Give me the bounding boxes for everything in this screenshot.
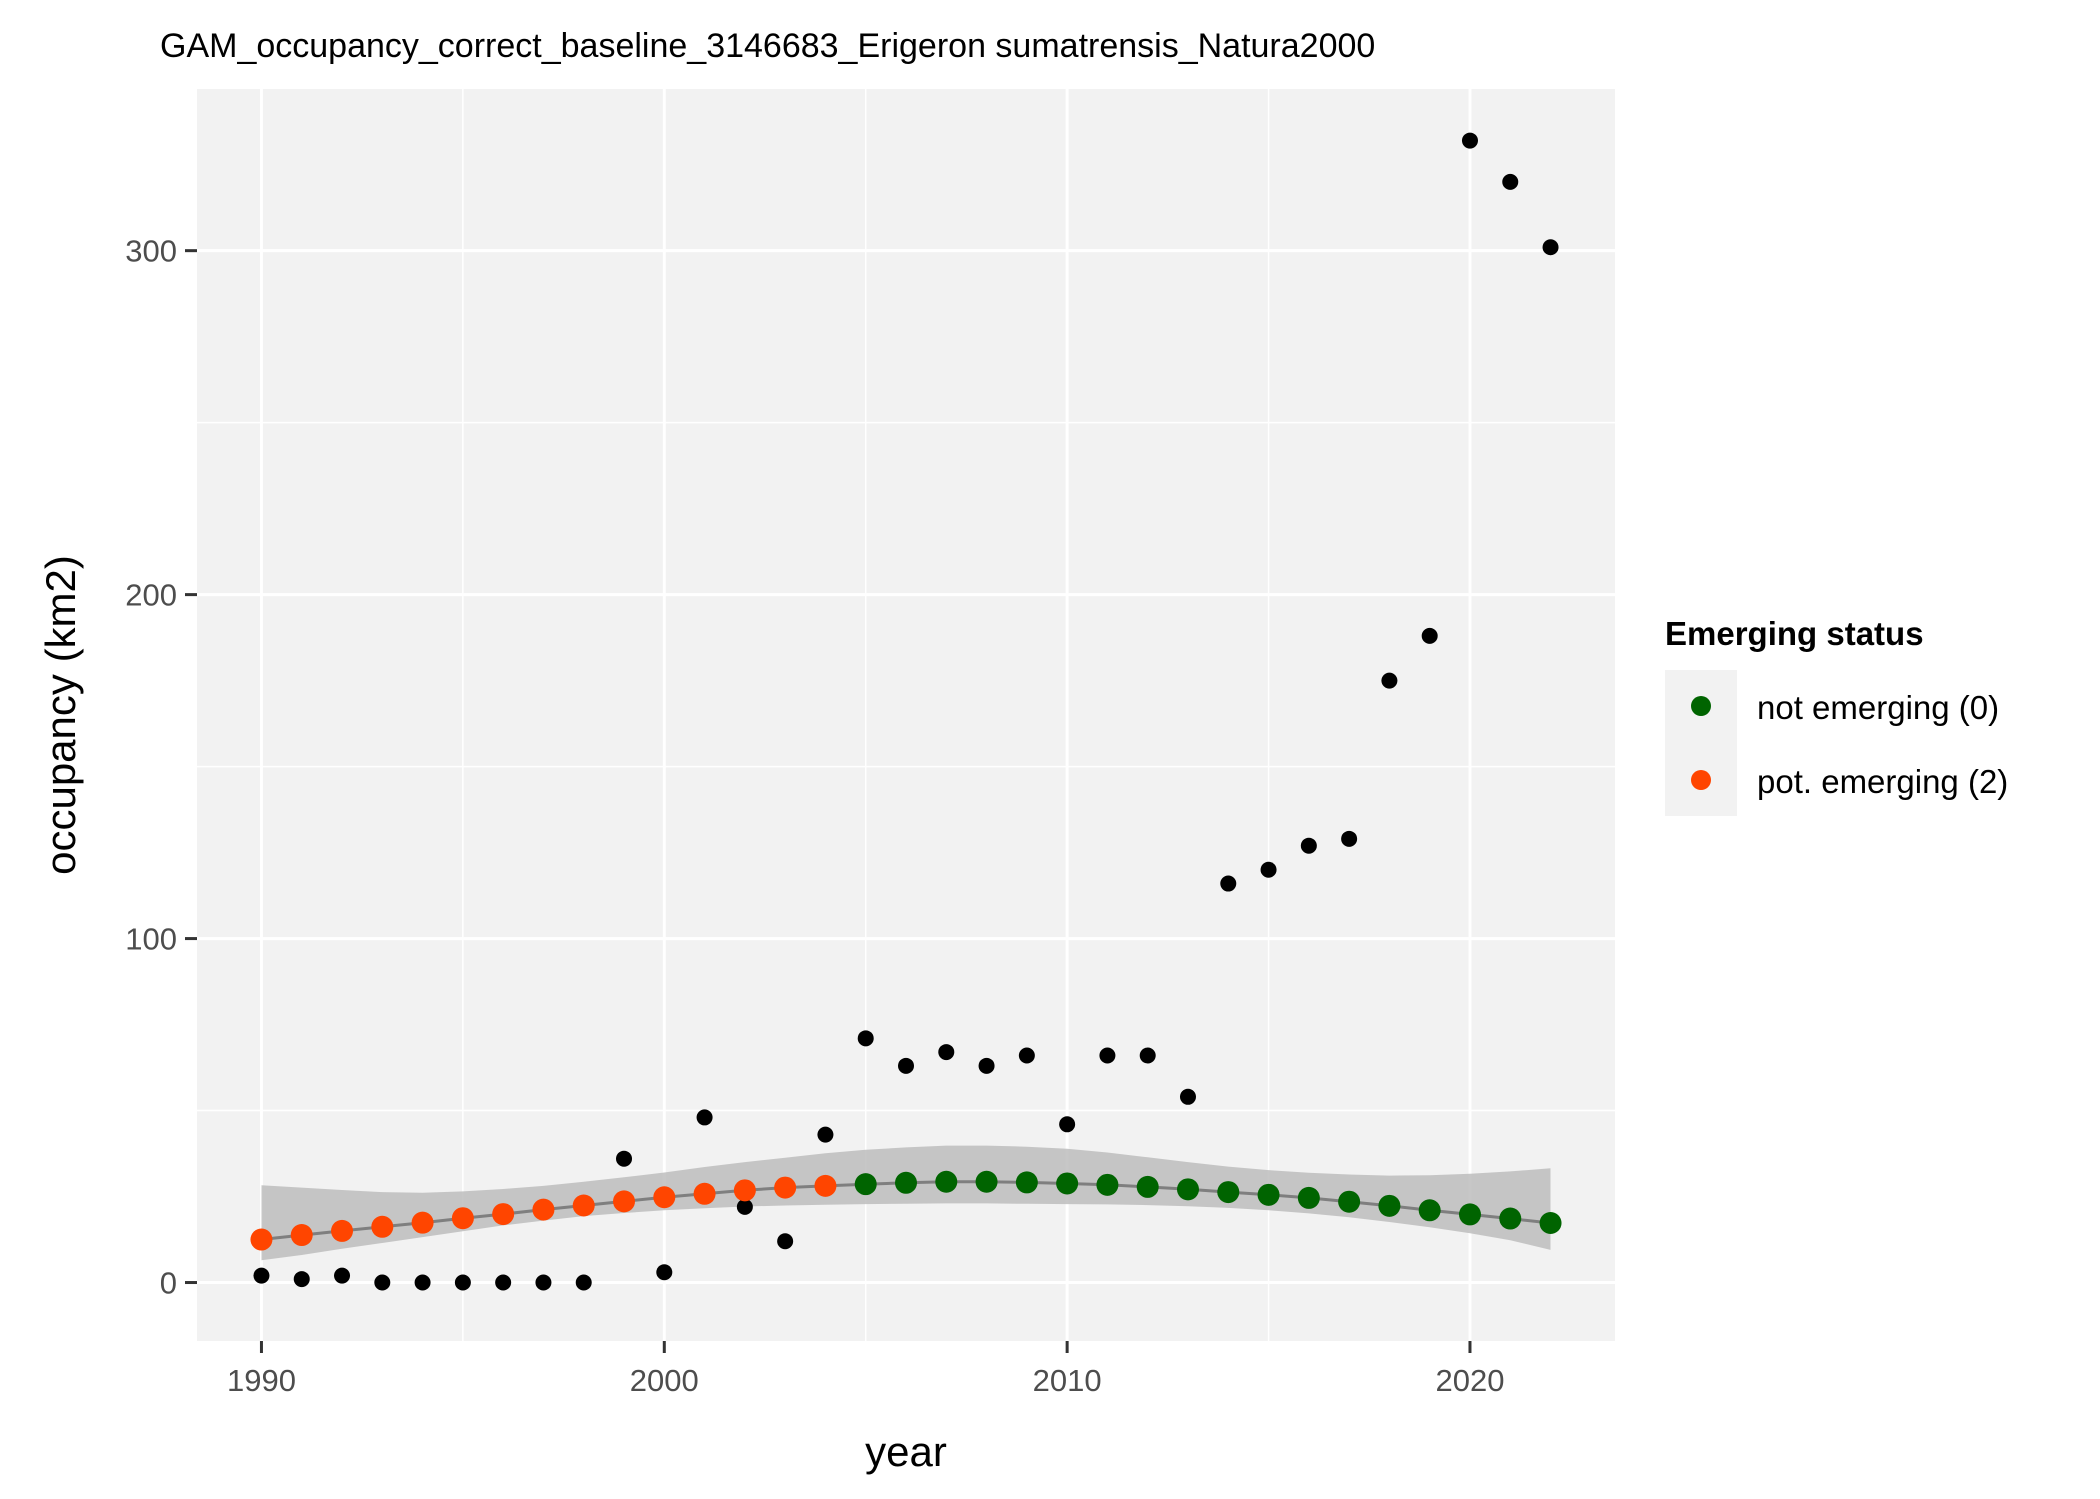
observed-point xyxy=(535,1274,552,1291)
fitted-point xyxy=(331,1219,354,1242)
fitted-point xyxy=(814,1174,837,1197)
observed-point xyxy=(817,1126,834,1143)
fitted-points xyxy=(250,1170,1562,1251)
y-tick-label: 0 xyxy=(160,1266,177,1301)
fitted-point xyxy=(1378,1194,1401,1217)
observed-point xyxy=(374,1274,391,1291)
observed-point xyxy=(1260,861,1277,878)
fitted-point xyxy=(371,1215,394,1238)
plot-panel xyxy=(197,89,1615,1341)
fitted-point xyxy=(1338,1190,1361,1213)
chart-title: GAM_occupancy_correct_baseline_3146683_E… xyxy=(160,27,1375,65)
fitted-point xyxy=(935,1170,958,1193)
observed-point xyxy=(978,1057,995,1074)
y-tick-label: 200 xyxy=(125,578,177,613)
observed-point xyxy=(656,1264,673,1281)
grid-minor xyxy=(197,89,1615,1341)
confidence-band xyxy=(261,1145,1551,1261)
fitted-point xyxy=(250,1228,273,1251)
fitted-point xyxy=(774,1176,797,1199)
y-axis-label: occupancy (km2) xyxy=(37,555,84,875)
fitted-point xyxy=(1056,1172,1079,1195)
fitted-point xyxy=(290,1224,313,1247)
fitted-point xyxy=(532,1198,555,1221)
y-tick-label: 100 xyxy=(125,922,177,957)
observed-point xyxy=(857,1030,874,1047)
observed-point xyxy=(1018,1047,1035,1064)
observed-point xyxy=(495,1274,512,1291)
fitted-point xyxy=(1217,1181,1240,1204)
observed-points xyxy=(253,132,1559,1291)
observed-point xyxy=(898,1057,914,1074)
observed-point xyxy=(1059,1116,1076,1133)
fitted-point xyxy=(411,1211,434,1234)
observed-point xyxy=(777,1233,794,1250)
grid-major xyxy=(197,89,1615,1341)
legend-key-background xyxy=(1665,670,1737,816)
fitted-point xyxy=(1257,1183,1280,1206)
fitted-point xyxy=(1458,1203,1481,1226)
observed-point xyxy=(1421,627,1438,644)
fitted-point xyxy=(492,1203,515,1226)
fitted-point xyxy=(1096,1173,1119,1196)
fitted-point xyxy=(451,1207,474,1230)
fitted-point xyxy=(1539,1212,1562,1235)
fitted-point xyxy=(1136,1175,1159,1198)
x-tick-label: 2010 xyxy=(1033,1363,1102,1398)
observed-point xyxy=(1220,875,1237,892)
x-tick-label: 2020 xyxy=(1435,1363,1504,1398)
fitted-point xyxy=(733,1179,756,1202)
x-tick-label: 1990 xyxy=(227,1363,296,1398)
fitted-point xyxy=(572,1194,595,1217)
observed-point xyxy=(1099,1047,1116,1064)
y-tick-label: 300 xyxy=(125,234,177,269)
y-axis: 0 100 200 300 xyxy=(125,234,197,1301)
observed-point xyxy=(575,1274,592,1291)
fitted-point xyxy=(895,1171,917,1194)
fitted-point xyxy=(1499,1207,1522,1230)
legend-label-not-emerging: not emerging (0) xyxy=(1757,689,1999,726)
observed-point xyxy=(1542,239,1559,256)
legend: Emerging status not emerging (0) pot. em… xyxy=(1665,615,2008,816)
observed-point xyxy=(1381,672,1398,689)
fitted-point xyxy=(1176,1178,1199,1201)
observed-point xyxy=(1341,830,1358,847)
fitted-point xyxy=(1297,1186,1320,1209)
fitted-point xyxy=(975,1170,998,1193)
observed-point xyxy=(696,1109,713,1126)
observed-point xyxy=(938,1044,955,1061)
observed-point xyxy=(334,1267,351,1284)
observed-point xyxy=(736,1198,753,1215)
fitted-point xyxy=(1418,1199,1441,1222)
legend-key-not-emerging xyxy=(1691,696,1711,716)
legend-key-pot-emerging xyxy=(1691,770,1711,790)
fitted-point xyxy=(693,1182,716,1205)
x-axis: 1990 2000 2010 2020 xyxy=(227,1341,1504,1398)
x-tick-label: 2000 xyxy=(630,1363,699,1398)
x-axis-label: year xyxy=(865,1428,947,1475)
observed-point xyxy=(293,1271,310,1288)
observed-point xyxy=(616,1150,633,1167)
observed-point xyxy=(454,1274,471,1291)
legend-title: Emerging status xyxy=(1665,615,1924,652)
fitted-point xyxy=(1015,1171,1038,1194)
observed-point xyxy=(414,1274,431,1291)
observed-point xyxy=(1139,1047,1156,1064)
fitted-point xyxy=(613,1190,636,1213)
fitted-point xyxy=(653,1186,676,1209)
legend-label-pot-emerging: pot. emerging (2) xyxy=(1757,763,2008,800)
fitted-point xyxy=(854,1173,877,1196)
observed-point xyxy=(1300,837,1317,854)
observed-point xyxy=(253,1267,270,1284)
observed-point xyxy=(1179,1088,1196,1105)
observed-point xyxy=(1461,132,1478,149)
observed-point xyxy=(1502,173,1519,190)
